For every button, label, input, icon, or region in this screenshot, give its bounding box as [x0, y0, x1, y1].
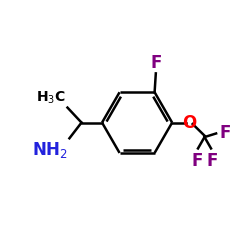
Text: O: O: [182, 114, 197, 132]
Text: F: F: [220, 124, 231, 142]
Text: NH$_2$: NH$_2$: [32, 140, 68, 160]
Text: F: F: [150, 54, 162, 72]
Text: F: F: [206, 152, 218, 170]
Text: F: F: [191, 152, 202, 170]
Text: H$_3$C: H$_3$C: [36, 90, 66, 106]
